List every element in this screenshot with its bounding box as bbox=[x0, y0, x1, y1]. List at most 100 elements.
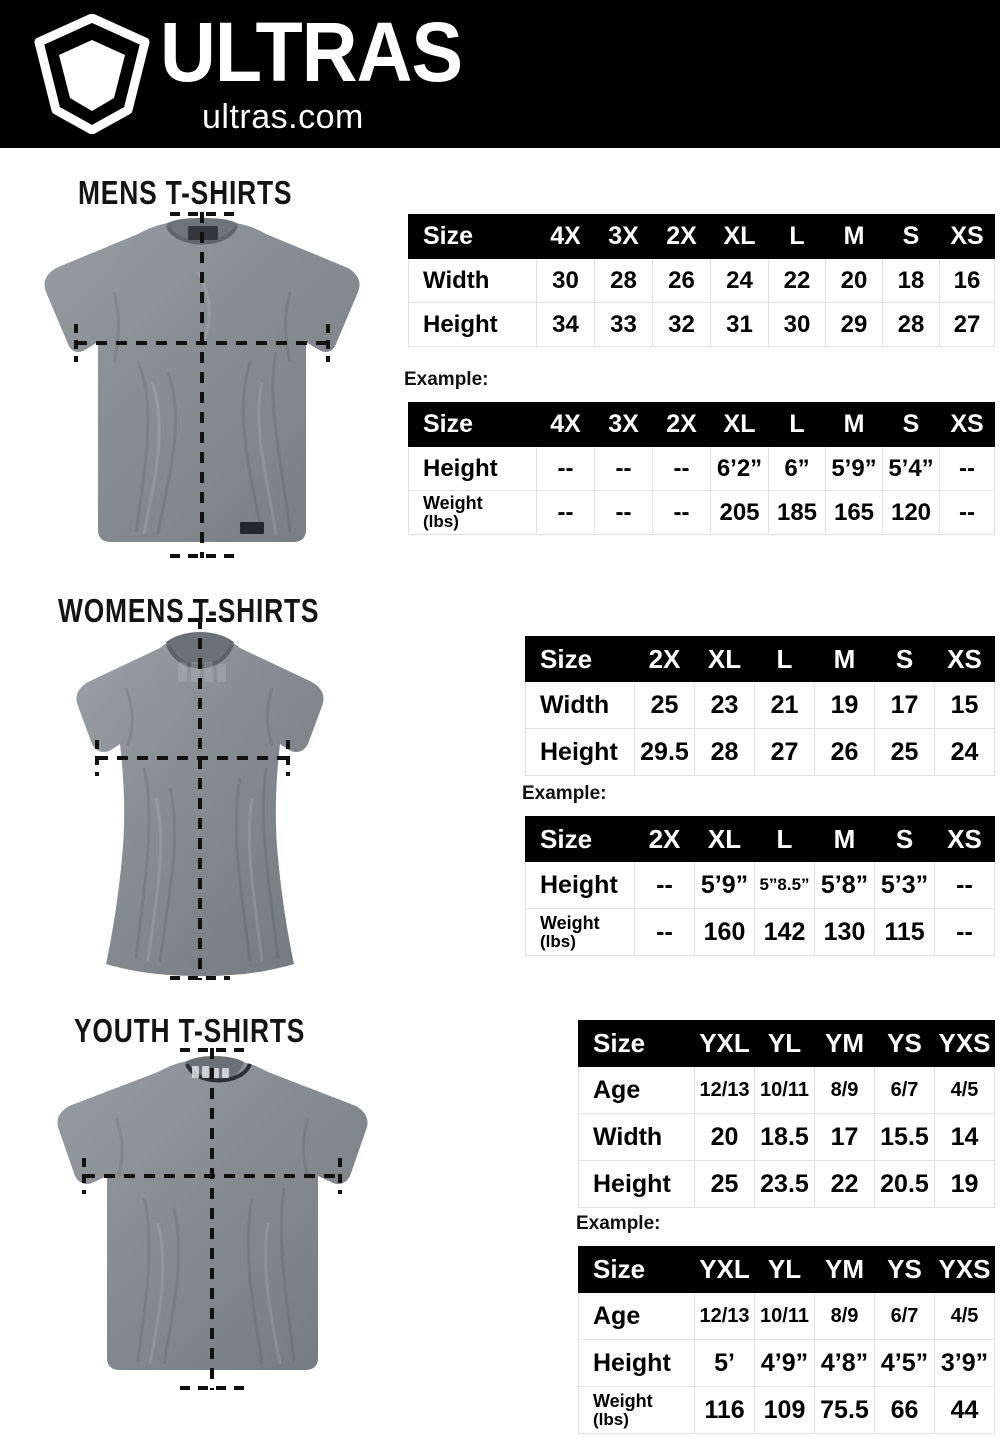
cell: 4’5” bbox=[874, 1339, 935, 1387]
table-row: Height 34 33 32 31 30 29 28 27 bbox=[408, 302, 995, 347]
cell: 17 bbox=[814, 1113, 875, 1161]
youth-tshirt-illustration bbox=[40, 1048, 380, 1392]
cell: -- bbox=[652, 490, 711, 535]
table-header-row: Size YXL YL YM YS YXS bbox=[578, 1246, 995, 1293]
section-title-mens: MENS T-SHIRTS bbox=[78, 174, 293, 211]
col-header-2x: 2X bbox=[634, 816, 695, 862]
cell: 18.5 bbox=[754, 1113, 815, 1161]
row-label-weight-main: Weight bbox=[423, 493, 483, 513]
row-label-height: Height bbox=[525, 728, 635, 776]
cell: 5’8” bbox=[814, 861, 875, 909]
col-header-3x: 3X bbox=[594, 402, 653, 447]
cell: 12/13 bbox=[694, 1066, 755, 1114]
cell: 4/5 bbox=[934, 1292, 995, 1340]
row-label-weight-main: Weight bbox=[593, 1390, 653, 1411]
table-row: Height -- 5’9” 5”8.5” 5’8” 5’3” -- bbox=[525, 861, 995, 909]
table-row: Height -- -- -- 6’2” 6” 5’9” 5’4” -- bbox=[408, 446, 995, 491]
mens-example-table: Size 4X 3X 2X XL L M S XS Height -- -- -… bbox=[408, 402, 995, 535]
cell: 109 bbox=[754, 1386, 815, 1434]
row-label-weight-unit: (lbs) bbox=[423, 512, 459, 531]
col-header-l: L bbox=[754, 636, 815, 682]
col-header-l: L bbox=[768, 214, 826, 259]
cell: 31 bbox=[710, 302, 769, 347]
row-label-height: Height bbox=[578, 1160, 695, 1208]
cell: 5’9” bbox=[825, 446, 883, 491]
cell: 5’9” bbox=[694, 861, 755, 909]
col-header-size: Size bbox=[525, 816, 635, 862]
cell: 17 bbox=[874, 681, 935, 729]
col-header-yxl: YXL bbox=[694, 1246, 755, 1293]
cell: 4/5 bbox=[934, 1066, 995, 1114]
col-header-ys: YS bbox=[874, 1246, 935, 1293]
cell: 5’3” bbox=[874, 861, 935, 909]
cell: 165 bbox=[825, 490, 883, 535]
womens-tshirt-illustration bbox=[40, 618, 360, 982]
row-label-weight: Weight (lbs) bbox=[525, 908, 635, 956]
table-row: Width 25 23 21 19 17 15 bbox=[525, 681, 995, 729]
row-label-width: Width bbox=[408, 258, 537, 303]
col-header-size: Size bbox=[525, 636, 635, 682]
cell: 23.5 bbox=[754, 1160, 815, 1208]
col-header-yxs: YXS bbox=[934, 1246, 995, 1293]
col-header-s: S bbox=[874, 636, 935, 682]
row-label-height: Height bbox=[578, 1339, 695, 1387]
youth-example-table: Size YXL YL YM YS YXS Age 12/13 10/11 8/… bbox=[578, 1246, 995, 1434]
col-header-xs: XS bbox=[939, 402, 995, 447]
col-header-xl: XL bbox=[694, 816, 755, 862]
cell: -- bbox=[594, 446, 653, 491]
col-header-xs: XS bbox=[934, 636, 995, 682]
cell: 116 bbox=[694, 1386, 755, 1434]
table-header-row: Size 2X XL L M S XS bbox=[525, 636, 995, 682]
row-label-weight-main: Weight bbox=[540, 912, 600, 933]
cell: 16 bbox=[939, 258, 995, 303]
page-header: ULTRAS ultras.com bbox=[0, 0, 1000, 148]
cell: 19 bbox=[934, 1160, 995, 1208]
youth-size-table: Size YXL YL YM YS YXS Age 12/13 10/11 8/… bbox=[578, 1020, 995, 1208]
mens-tshirt-illustration bbox=[18, 212, 386, 560]
col-header-size: Size bbox=[408, 214, 537, 259]
table-row: Height 29.5 28 27 26 25 24 bbox=[525, 728, 995, 776]
col-header-s: S bbox=[882, 214, 940, 259]
cell: 130 bbox=[814, 908, 875, 956]
col-header-l: L bbox=[754, 816, 815, 862]
cell: 120 bbox=[882, 490, 940, 535]
col-header-m: M bbox=[814, 636, 875, 682]
table-header-row: Size 2X XL L M S XS bbox=[525, 816, 995, 862]
table-row: Weight (lbs) -- 160 142 130 115 -- bbox=[525, 908, 995, 956]
col-header-s: S bbox=[882, 402, 940, 447]
cell: 20 bbox=[694, 1113, 755, 1161]
cell: 23 bbox=[694, 681, 755, 729]
brand-website: ultras.com bbox=[202, 98, 364, 136]
table-row: Weight (lbs) 116 109 75.5 66 44 bbox=[578, 1386, 995, 1434]
col-header-ys: YS bbox=[874, 1020, 935, 1067]
table-row: Height 25 23.5 22 20.5 19 bbox=[578, 1160, 995, 1208]
table-row: Age 12/13 10/11 8/9 6/7 4/5 bbox=[578, 1292, 995, 1340]
table-header-row: Size 4X 3X 2X XL L M S XS bbox=[408, 214, 995, 259]
cell: 27 bbox=[939, 302, 995, 347]
cell: 21 bbox=[754, 681, 815, 729]
cell: 22 bbox=[768, 258, 826, 303]
cell: 8/9 bbox=[814, 1292, 875, 1340]
cell: 29.5 bbox=[634, 728, 695, 776]
cell: 32 bbox=[652, 302, 711, 347]
cell: 4’8” bbox=[814, 1339, 875, 1387]
table-row: Width 20 18.5 17 15.5 14 bbox=[578, 1113, 995, 1161]
cell: 160 bbox=[694, 908, 755, 956]
cell: -- bbox=[536, 490, 595, 535]
cell: 185 bbox=[768, 490, 826, 535]
cell: 14 bbox=[934, 1113, 995, 1161]
cell: -- bbox=[634, 861, 695, 909]
cell: -- bbox=[934, 861, 995, 909]
section-title-womens: WOMENS T-SHIRTS bbox=[58, 592, 320, 629]
cell: 8/9 bbox=[814, 1066, 875, 1114]
cell: 75.5 bbox=[814, 1386, 875, 1434]
womens-size-table: Size 2X XL L M S XS Width 25 23 21 19 17… bbox=[525, 636, 995, 776]
cell: 24 bbox=[710, 258, 769, 303]
col-header-size: Size bbox=[578, 1020, 695, 1067]
col-header-xs: XS bbox=[934, 816, 995, 862]
cell: 34 bbox=[536, 302, 595, 347]
example-label-womens: Example: bbox=[522, 783, 607, 804]
col-header-m: M bbox=[825, 402, 883, 447]
cell: -- bbox=[939, 490, 995, 535]
col-header-4x: 4X bbox=[536, 402, 595, 447]
